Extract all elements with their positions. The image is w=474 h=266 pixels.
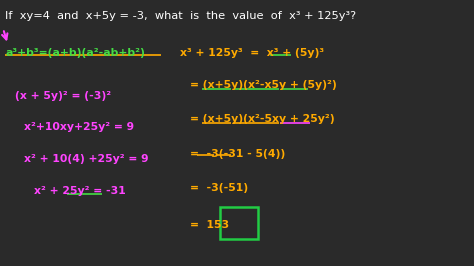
Text: = (x+5y)(x²-5xy + 25y²): = (x+5y)(x²-5xy + 25y²) [190,114,334,124]
Text: (x + 5y)² = (-3)²: (x + 5y)² = (-3)² [15,91,111,101]
Text: = (x+5y)(x²-x5y + (5y)²): = (x+5y)(x²-x5y + (5y)²) [190,80,337,90]
Text: x² + 10(4) +25y² = 9: x² + 10(4) +25y² = 9 [24,154,149,164]
Bar [219,207,258,239]
Text: a³+b³=(a+b)(a²-ab+b²): a³+b³=(a+b)(a²-ab+b²) [5,48,146,58]
Text: If  xy=4  and  x+5y = -3,  what  is  the  value  of  x³ + 125y³?: If xy=4 and x+5y = -3, what is the value… [5,11,356,21]
Text: =  153: = 153 [190,220,229,230]
Text: =  -3(-31 - 5(4)): = -3(-31 - 5(4)) [190,149,285,159]
Text: x² + 25y² = -31: x² + 25y² = -31 [34,186,126,196]
Text: =  -3(-51): = -3(-51) [190,183,248,193]
Text: x²+10xy+25y² = 9: x²+10xy+25y² = 9 [24,122,135,132]
Text: x³ + 125y³  =  x³ + (5y)³: x³ + 125y³ = x³ + (5y)³ [180,48,324,58]
